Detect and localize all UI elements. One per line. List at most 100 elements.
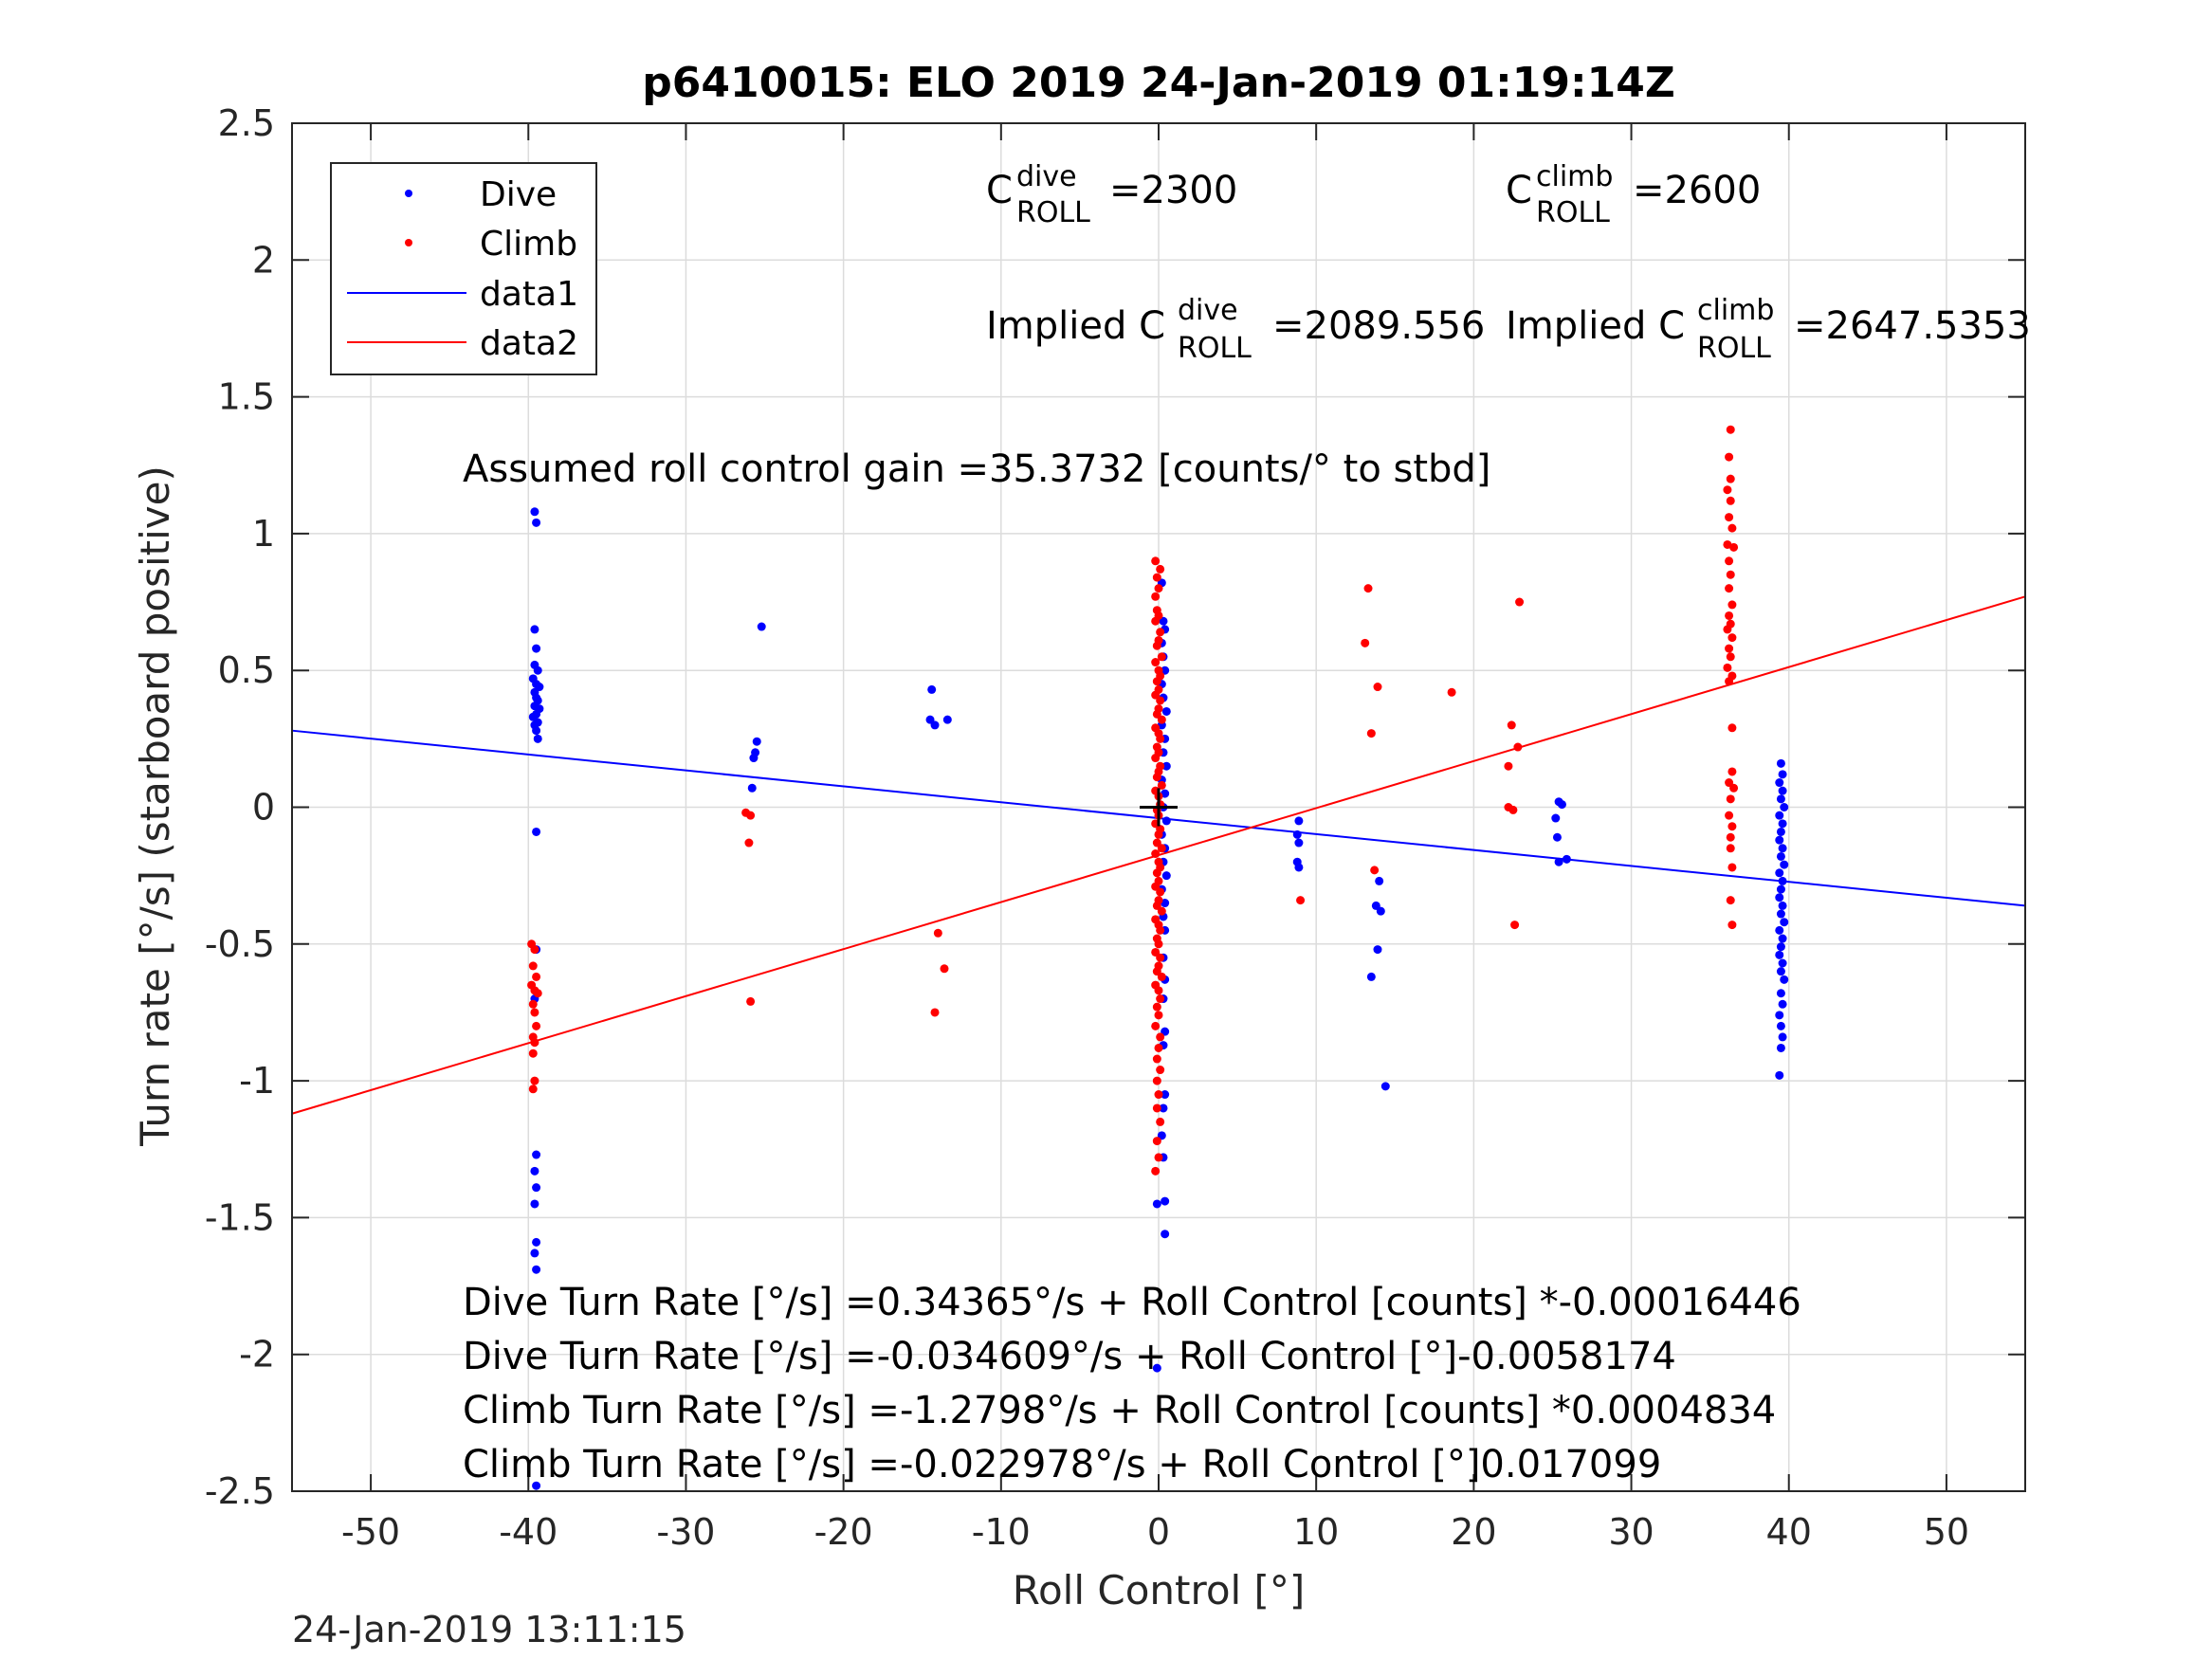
dive-point xyxy=(1775,925,1784,935)
x-tick-labels: -50 -40 -30 -20 -10 0 10 20 30 40 50 xyxy=(341,1511,1969,1553)
climb-point xyxy=(1152,677,1161,686)
climb-point xyxy=(1513,742,1523,752)
dive-point xyxy=(1776,1043,1785,1052)
dive-point xyxy=(1780,918,1789,927)
climb-point xyxy=(1152,773,1161,782)
climb-point xyxy=(1508,805,1518,814)
y-tick-label: -0.5 xyxy=(205,923,275,965)
implied-dive-sub: ROLL xyxy=(1178,332,1252,365)
climb-point xyxy=(1728,600,1737,610)
climb-point xyxy=(1726,794,1735,804)
climb-point xyxy=(1725,513,1734,522)
dive-point xyxy=(752,737,761,746)
dive-point xyxy=(532,518,541,527)
climb-point xyxy=(1504,761,1513,771)
dive-point xyxy=(930,720,940,730)
climb-point xyxy=(1728,723,1737,733)
climb-point xyxy=(533,989,542,998)
equation-dive-counts: Dive Turn Rate [°/s] =0.34365°/s + Roll … xyxy=(463,1281,1801,1324)
climb-point xyxy=(530,1038,539,1048)
dive-point xyxy=(1775,1070,1784,1080)
dive-point xyxy=(747,783,757,793)
x-tick-label: -20 xyxy=(814,1511,873,1553)
climb-point xyxy=(1154,986,1163,995)
dive-point xyxy=(1776,827,1785,836)
dive-point xyxy=(1780,803,1789,811)
climb-point xyxy=(1726,496,1735,505)
climb-point xyxy=(1723,663,1732,672)
x-tick-label: 50 xyxy=(1924,1511,1969,1553)
climb-point xyxy=(1151,658,1161,667)
climb-point xyxy=(1157,652,1166,662)
climb-point xyxy=(1152,641,1161,650)
dive-point xyxy=(1161,761,1171,771)
dive-point xyxy=(1552,832,1562,842)
y-tick-labels: 2.5 2 1.5 1 0.5 0 -0.5 -1 -1.5 -2 -2.5 xyxy=(205,102,275,1512)
x-tick-label: 10 xyxy=(1293,1511,1339,1553)
y-tick-label: 2 xyxy=(252,239,275,281)
climb-point xyxy=(1156,564,1165,574)
c-climb-annotation: C climb ROLL =2600 xyxy=(1506,160,1761,229)
climb-point xyxy=(1725,644,1734,653)
legend-data1-label: data1 xyxy=(480,275,578,314)
dive-point xyxy=(1161,706,1171,716)
chart-title: p6410015: ELO 2019 24-Jan-2019 01:19:14Z xyxy=(642,59,1674,107)
climb-point xyxy=(1726,832,1735,842)
climb-point xyxy=(1725,584,1734,593)
dive-point xyxy=(1375,876,1384,885)
dive-point xyxy=(1776,758,1785,768)
x-tick-label: -40 xyxy=(499,1511,558,1553)
climb-point xyxy=(1729,783,1739,793)
dive-point xyxy=(1554,857,1563,866)
dive-point xyxy=(1557,800,1566,810)
climb-point xyxy=(1152,1137,1161,1146)
dive-point xyxy=(532,644,541,653)
dive-point xyxy=(1376,906,1385,916)
climb-point xyxy=(1156,1066,1165,1075)
climb-point xyxy=(1154,939,1163,949)
dive-point xyxy=(1778,770,1787,779)
climb-point xyxy=(1154,1043,1163,1052)
climb-point xyxy=(1515,597,1525,607)
legend: Dive Climb data1 data2 xyxy=(330,162,597,375)
legend-climb-label: Climb xyxy=(480,225,577,264)
climb-point xyxy=(1373,683,1382,692)
climb-point xyxy=(1728,822,1737,831)
dive-point xyxy=(1775,811,1784,820)
c-dive-sup: dive xyxy=(1016,160,1077,193)
legend-dive-swatch xyxy=(405,190,412,197)
climb-point xyxy=(1157,972,1166,981)
dive-point xyxy=(530,1199,539,1209)
dive-point xyxy=(1778,958,1787,968)
dive-point xyxy=(1776,1021,1785,1030)
implied-climb-prefix: Implied C xyxy=(1506,304,1685,348)
dive-point xyxy=(1775,893,1784,902)
dive-point xyxy=(1776,942,1785,952)
dive-point xyxy=(1366,972,1376,981)
climb-point xyxy=(1723,485,1732,495)
climb-point xyxy=(528,1085,538,1094)
climb-point xyxy=(1156,953,1165,962)
legend-dive-label: Dive xyxy=(480,175,557,214)
dive-point xyxy=(1778,999,1787,1009)
y-tick-label: 1.5 xyxy=(218,376,275,418)
y-tick-label: 0.5 xyxy=(218,649,275,691)
climb-point xyxy=(528,999,538,1009)
dive-point xyxy=(1778,1032,1787,1042)
climb-point xyxy=(1151,754,1161,763)
climb-point xyxy=(1151,1021,1161,1030)
scatter-points xyxy=(527,425,1789,1490)
climb-point xyxy=(1151,592,1161,601)
climb-point xyxy=(1156,994,1165,1004)
climb-point xyxy=(1154,1090,1163,1100)
x-axis-label: Roll Control [°] xyxy=(1013,1567,1306,1613)
gain-annotation: Assumed roll control gain =35.3732 [coun… xyxy=(463,447,1490,491)
implied-dive-sup: dive xyxy=(1178,294,1238,327)
climb-point xyxy=(1296,896,1306,905)
climb-point xyxy=(1363,584,1373,593)
c-climb-value: =2600 xyxy=(1633,169,1761,212)
implied-climb-value: =2647.5353 xyxy=(1794,304,2031,348)
dive-point xyxy=(1778,876,1787,885)
implied-climb-annotation: Implied C climb ROLL =2647.5353 xyxy=(1506,294,2031,365)
